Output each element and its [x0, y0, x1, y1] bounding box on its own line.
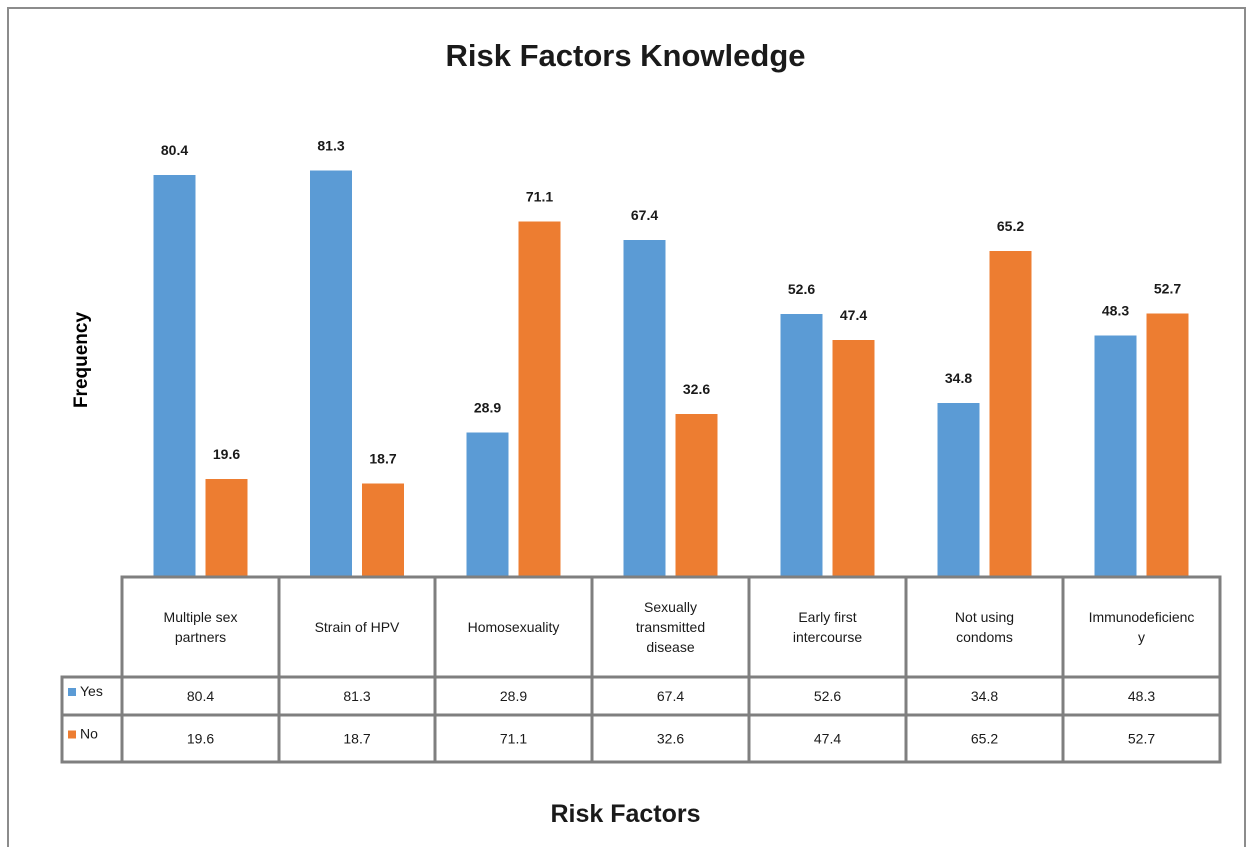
x-axis-label: Risk Factors — [550, 800, 701, 828]
data-label-yes-1: 81.3 — [317, 138, 344, 154]
bar-yes-6 — [1094, 335, 1137, 577]
chart-title: Risk Factors Knowledge — [445, 38, 806, 73]
bar-yes-0 — [153, 175, 196, 577]
category-label-6-line-1: y — [1138, 629, 1145, 645]
category-label-0-line-1: partners — [175, 629, 226, 645]
category-label-2-line-0: Homosexuality — [468, 619, 560, 635]
category-label-6-line-0: Immunodeficienc — [1089, 609, 1195, 625]
bar-yes-3 — [623, 240, 666, 577]
row-label-yes: Yes — [80, 683, 103, 699]
table-cell-yes-4: 52.6 — [814, 688, 841, 704]
data-label-no-3: 32.6 — [683, 381, 710, 397]
category-label-3-line-0: Sexually — [644, 599, 697, 615]
bar-no-2 — [518, 221, 561, 577]
data-label-yes-3: 67.4 — [631, 207, 658, 223]
category-label-5-line-1: condoms — [956, 629, 1013, 645]
bar-yes-5 — [937, 403, 980, 577]
category-label-4-line-1: intercourse — [793, 629, 862, 645]
data-label-no-6: 52.7 — [1154, 281, 1181, 297]
table-cell-no-2: 71.1 — [500, 731, 527, 747]
data-label-no-2: 71.1 — [526, 189, 553, 205]
table-cell-no-4: 47.4 — [814, 731, 841, 747]
table-cell-yes-3: 67.4 — [657, 688, 684, 704]
bar-no-6 — [1146, 313, 1189, 577]
table-cell-no-6: 52.7 — [1128, 731, 1155, 747]
table-cell-yes-5: 34.8 — [971, 688, 998, 704]
data-label-no-4: 47.4 — [840, 307, 867, 323]
table-cell-yes-1: 81.3 — [343, 688, 370, 704]
table-cell-yes-6: 48.3 — [1128, 688, 1155, 704]
bar-no-1 — [362, 483, 404, 577]
bar-no-4 — [832, 340, 875, 577]
table-cell-no-1: 18.7 — [343, 731, 370, 747]
bar-yes-1 — [310, 170, 352, 577]
category-label-4-line-0: Early first — [798, 609, 856, 625]
table-cell-yes-0: 80.4 — [187, 688, 214, 704]
category-label-5-line-0: Not using — [955, 609, 1014, 625]
table-body-border — [60, 675, 1222, 764]
row-label-no: No — [80, 726, 98, 742]
data-label-yes-6: 48.3 — [1102, 303, 1129, 319]
legend-key-no — [68, 730, 76, 739]
data-label-no-5: 65.2 — [997, 218, 1024, 234]
bar-no-0 — [205, 479, 248, 577]
table-cell-no-0: 19.6 — [187, 731, 214, 747]
category-label-0-line-0: Multiple sex — [164, 609, 238, 625]
category-label-3-line-2: disease — [646, 639, 694, 655]
data-label-yes-2: 28.9 — [474, 400, 501, 416]
table-cell-no-3: 32.6 — [657, 731, 684, 747]
data-label-yes-4: 52.6 — [788, 281, 815, 297]
table-cell-no-5: 65.2 — [971, 731, 998, 747]
legend-key-yes — [68, 688, 76, 696]
bar-no-5 — [989, 251, 1032, 577]
data-label-yes-5: 34.8 — [945, 370, 972, 386]
table-cell-yes-2: 28.9 — [500, 688, 527, 704]
bar-yes-4 — [780, 314, 823, 577]
data-label-no-0: 19.6 — [213, 446, 240, 462]
data-label-no-1: 18.7 — [369, 451, 396, 467]
category-label-3-line-1: transmitted — [636, 619, 705, 635]
data-label-yes-0: 80.4 — [161, 142, 188, 158]
bar-yes-2 — [466, 432, 509, 577]
bar-no-3 — [675, 414, 718, 577]
category-label-1-line-0: Strain of HPV — [315, 619, 400, 635]
